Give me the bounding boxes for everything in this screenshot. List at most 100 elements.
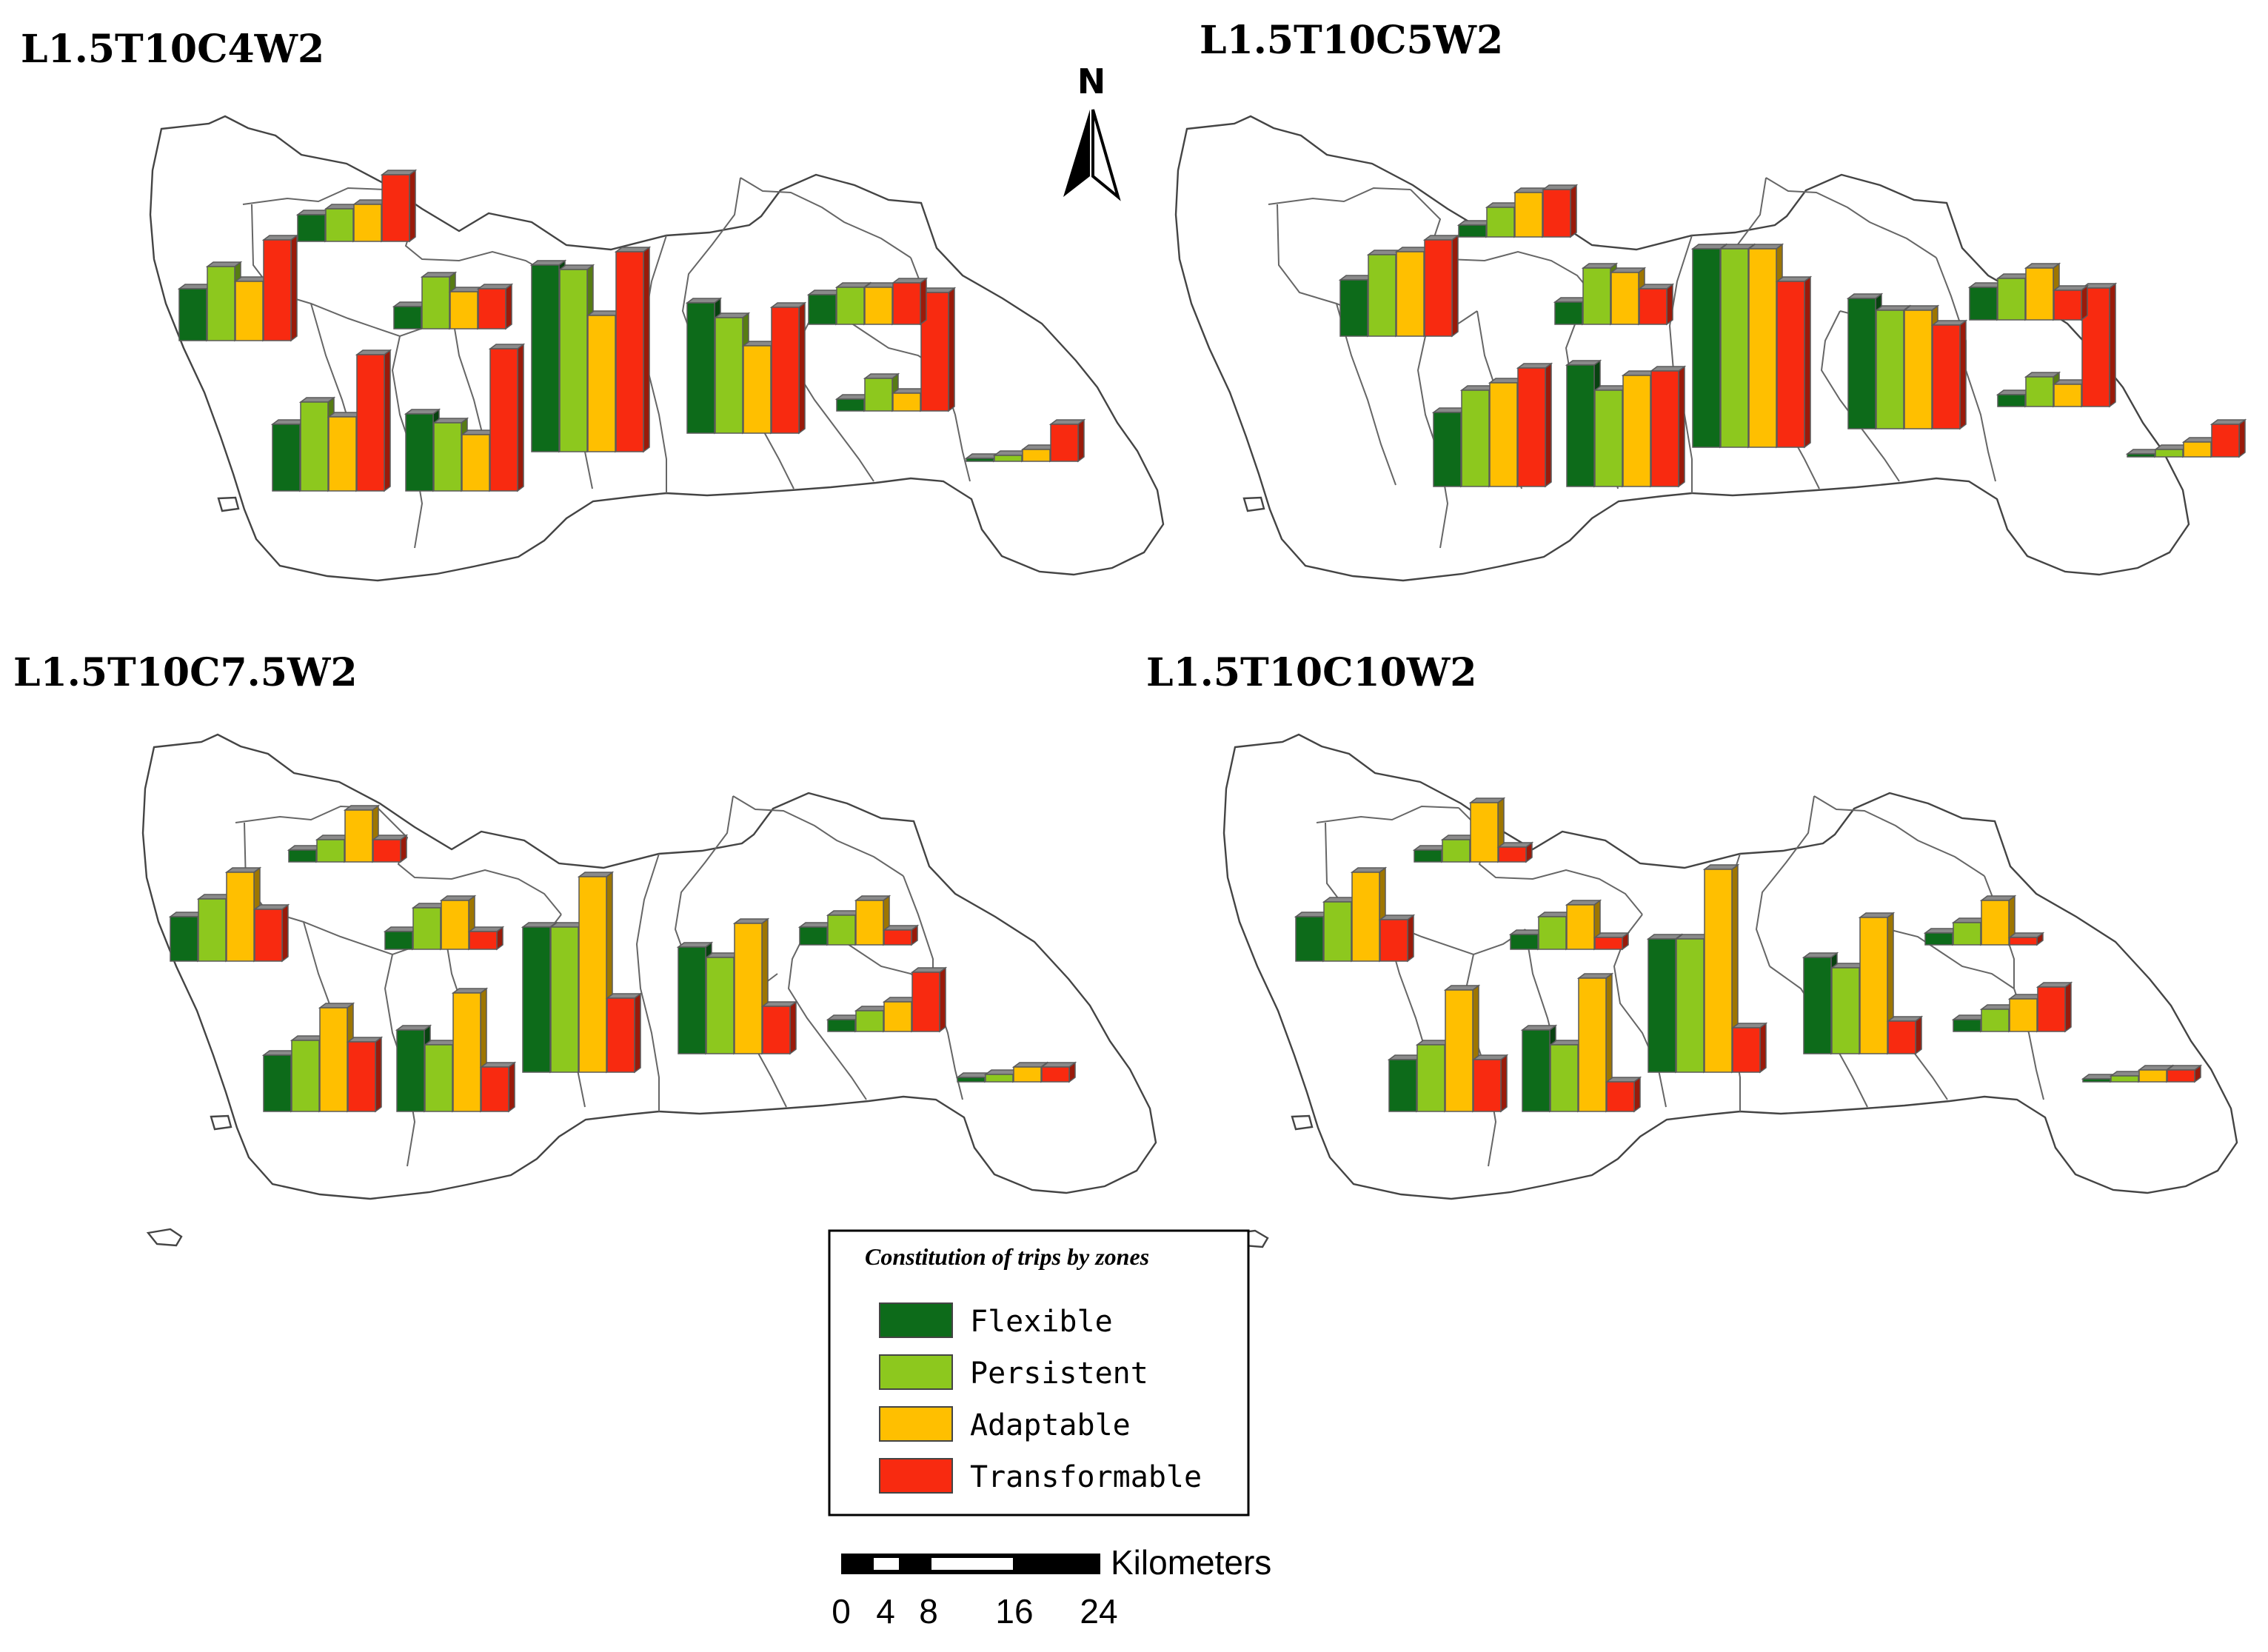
bar-adaptable [439, 894, 477, 951]
bar-flexible [295, 209, 333, 243]
zone-bar-cluster [2081, 1064, 2203, 1083]
zone-bar-cluster [521, 871, 643, 1074]
panel-title-top-right: L1.5T10C5W2 [1200, 18, 1503, 63]
zone-bar-cluster [529, 246, 652, 453]
zone-bar-cluster [964, 418, 1086, 463]
zone-bar-cluster [392, 271, 514, 330]
zone-bar-cluster [168, 866, 290, 963]
map-panel-top-left [149, 115, 1165, 582]
bar-transformable [769, 301, 807, 435]
bar-transformable [2035, 981, 2073, 1033]
bar-adaptable [343, 804, 381, 863]
zone-bar-cluster [177, 234, 299, 342]
bar-transformable [2052, 284, 2090, 321]
panel-title-bottom-left: L1.5T10C7.5W2 [13, 650, 358, 695]
north-label: N [1077, 61, 1106, 101]
bar-transformable [1593, 932, 1630, 951]
bar-charts-layer [168, 169, 2247, 1113]
legend-label-persistent: Persistent [970, 1357, 1148, 1391]
zone-bar-cluster [1508, 899, 1630, 951]
bar-transformable [919, 287, 957, 412]
bar-adaptable [1858, 912, 1896, 1055]
bar-transformable [261, 234, 299, 342]
zone-bar-cluster [1690, 243, 1813, 449]
zone-bar-cluster [826, 966, 948, 1033]
bar-transformable [467, 926, 505, 951]
zone-bar-cluster [1967, 262, 2090, 321]
north-arrow-icon: N [1063, 61, 1121, 201]
bar-transformable [479, 1061, 517, 1113]
scale-tick-8: 8 [919, 1592, 938, 1631]
bar-transformable [1637, 283, 1675, 326]
legend-swatch-transformable [879, 1458, 953, 1494]
legend: Constitution of trips by zones Flexible … [828, 1229, 1250, 1516]
bar-transformable [1496, 841, 1534, 863]
bar-transformable [614, 246, 652, 453]
bar-persistent [863, 372, 900, 412]
scale-bar-unit: Kilometers [1111, 1543, 1271, 1582]
zone-bar-cluster [404, 343, 526, 492]
bar-transformable [2165, 1064, 2203, 1083]
bar-flexible [392, 301, 429, 330]
zone-bar-cluster [1412, 797, 1534, 863]
bar-transformable [371, 834, 409, 863]
zone-bar-cluster [1456, 184, 1579, 238]
bar-transformable [1605, 1076, 1642, 1113]
bar-transformable [1541, 184, 1579, 238]
bar-transformable [1649, 365, 1687, 488]
zone-bar-cluster [1951, 981, 2073, 1033]
bar-adaptable [854, 894, 892, 946]
bar-transformable [1378, 914, 1416, 963]
bar-transformable [1775, 275, 1813, 449]
legend-swatch-adaptable [879, 1406, 953, 1442]
zone-bar-cluster [261, 1002, 384, 1113]
zone-bar-cluster [1923, 894, 2045, 946]
bar-transformable [346, 1036, 384, 1113]
bar-transformable [1886, 1015, 1924, 1055]
panel-title-bottom-right: L1.5T10C10W2 [1146, 650, 1476, 695]
bar-flexible [1996, 389, 2033, 408]
bar-transformable [891, 277, 929, 326]
zone-bar-cluster [270, 349, 392, 492]
zone-bar-cluster [1338, 234, 1460, 338]
bar-transformable [1422, 234, 1460, 338]
bar-transformable [605, 992, 643, 1074]
zone-bar-cluster [287, 804, 409, 863]
bar-transformable [252, 903, 290, 963]
scale-tick-4: 4 [876, 1592, 895, 1631]
zone-bar-cluster [955, 1061, 1077, 1083]
bar-transformable [2210, 418, 2247, 458]
panel-title-top-left: L1.5T10C4W2 [21, 27, 324, 72]
scale-bar: Kilometers 0 4 8 16 24 [832, 1543, 1271, 1631]
bar-transformable [882, 924, 920, 946]
bar-transformable [380, 169, 418, 243]
map-panel-top-right [1174, 115, 2190, 582]
zone-bar-cluster [1553, 262, 1675, 326]
legend-swatch-flexible [879, 1302, 953, 1338]
zone-bar-cluster [395, 987, 517, 1113]
bar-transformable [1730, 1022, 1768, 1074]
island-bottom-left [146, 1228, 183, 1247]
scale-tick-0: 0 [832, 1592, 851, 1631]
zone-bar-cluster [806, 277, 929, 326]
bar-transformable [355, 349, 392, 492]
legend-label-adaptable: Adaptable [970, 1408, 1131, 1442]
bar-adaptable [1565, 899, 1602, 951]
bar-transformable [1516, 362, 1553, 488]
zone-bar-cluster [1294, 866, 1416, 963]
zone-bar-cluster [1431, 362, 1553, 488]
legend-swatch-persistent [879, 1354, 953, 1390]
bar-transformable [1930, 319, 1968, 430]
zone-bar-cluster [295, 169, 418, 243]
zone-bar-cluster [685, 297, 807, 435]
zone-bar-cluster [834, 287, 957, 412]
scale-tick-16: 16 [995, 1592, 1033, 1631]
zone-bar-cluster [1387, 984, 1509, 1113]
bar-transformable [1471, 1054, 1509, 1113]
bar-persistent [1951, 917, 1989, 946]
legend-title: Constitution of trips by zones [865, 1243, 1149, 1270]
bar-transformable [1048, 418, 1086, 463]
zone-bar-cluster [1846, 292, 1968, 430]
zone-bar-cluster [1565, 359, 1687, 488]
